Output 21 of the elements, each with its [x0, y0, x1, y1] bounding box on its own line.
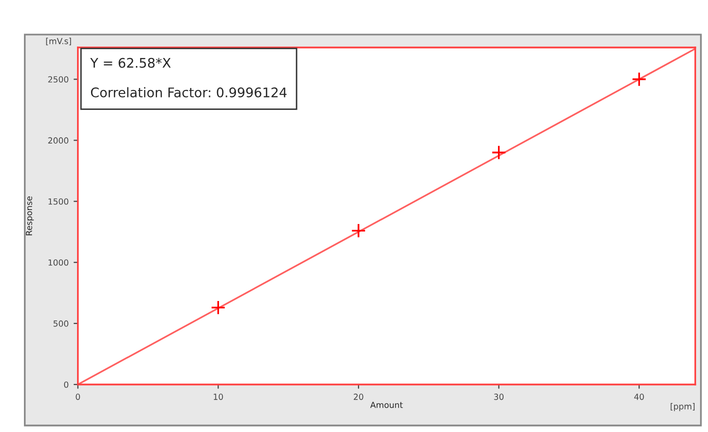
- y-tick-label: 1000: [48, 259, 68, 266]
- y-tick-label: 2000: [48, 137, 68, 144]
- annotation: Y = 62.58*X: [90, 58, 171, 68]
- x-tick-label: 30: [494, 394, 504, 400]
- y-tick-label: 500: [54, 320, 68, 327]
- text: [ppm]: [670, 403, 695, 412]
- text: [mV.s]: [46, 38, 71, 46]
- x-axis-title: Amount: [370, 402, 403, 408]
- point: [632, 72, 647, 87]
- annotation: Correlation Factor: 0.9996124: [90, 87, 287, 98]
- y-axis-title: Response: [26, 196, 34, 236]
- x-tick-label: 20: [354, 394, 364, 400]
- x-tick-label: 0: [76, 394, 80, 400]
- y-tick-label: 1500: [48, 198, 68, 205]
- y-tick-label: 2500: [48, 76, 68, 83]
- y-tick-label: 0: [64, 381, 68, 388]
- point: [210, 300, 226, 315]
- x-tick-label: 40: [634, 394, 644, 400]
- point: [351, 223, 366, 238]
- point: [491, 145, 506, 160]
- x-tick-label: 10: [214, 394, 223, 400]
